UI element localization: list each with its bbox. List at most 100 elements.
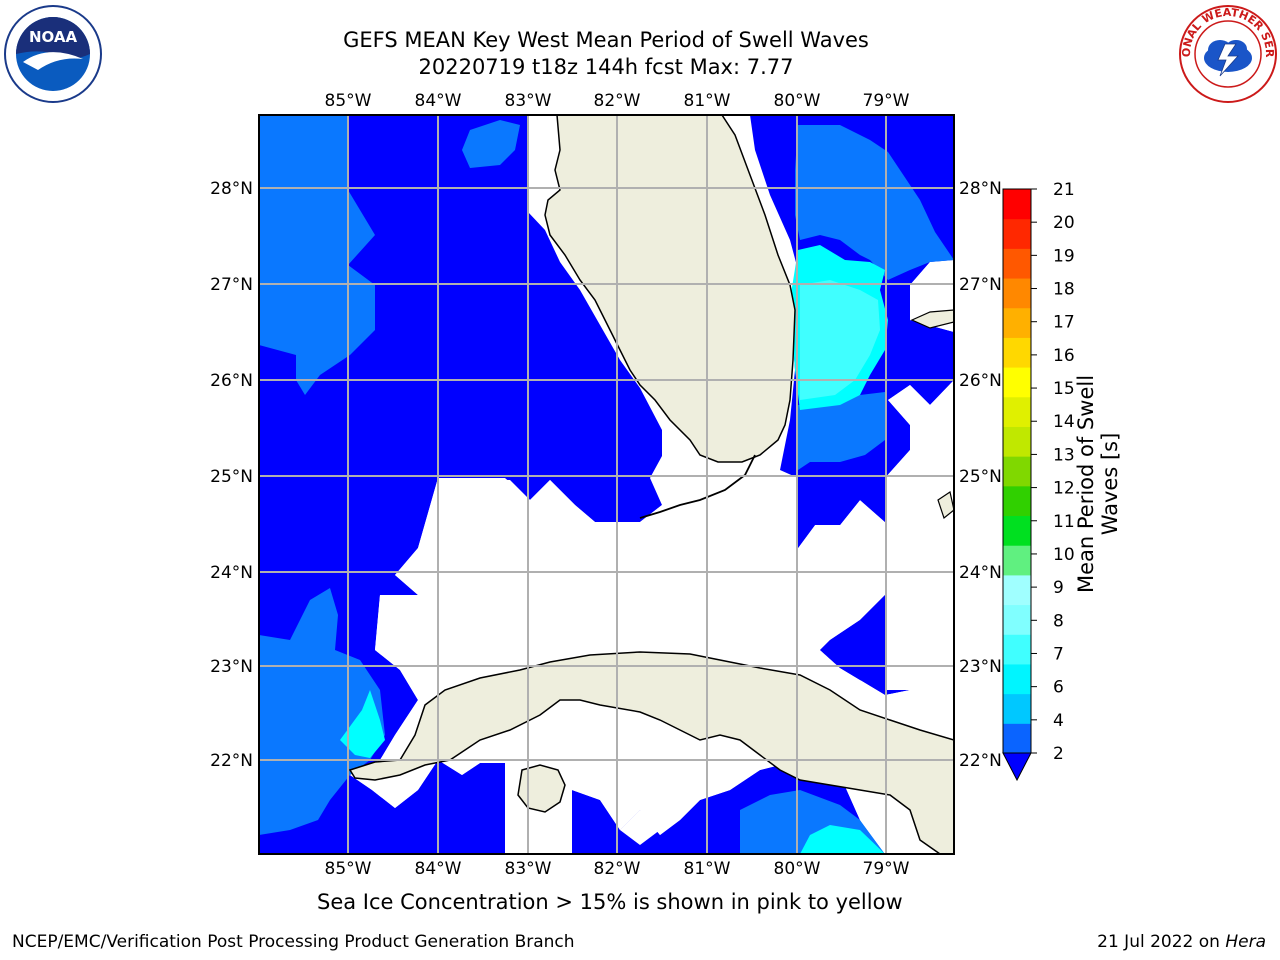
colorbar-segment (1003, 723, 1031, 754)
colorbar-tick-label: 19 (1053, 246, 1075, 266)
lon-label-top: 84°W (415, 91, 462, 111)
map-frame (258, 114, 955, 855)
colorbar-tick-label: 14 (1053, 412, 1075, 432)
nodata-region-small (620, 810, 660, 845)
colorbar-segment (1003, 604, 1031, 635)
land-isla-juventud (517, 764, 566, 813)
colorbar-tick-label: 15 (1053, 379, 1075, 399)
lat-label-left: 23°N (210, 657, 253, 677)
lon-label-top: 80°W (774, 91, 821, 111)
colorbar-tick-label: 18 (1053, 280, 1075, 300)
nws-logo: NATIONAL WEATHER SERVICE (1178, 4, 1277, 103)
lon-label-bottom: 85°W (325, 859, 372, 879)
colorbar-tick-label: 13 (1053, 445, 1075, 465)
land-bahamas (910, 309, 954, 329)
land-bahamas-2 (937, 491, 954, 520)
colorbar-tick-label: 21 (1053, 180, 1075, 200)
land-florida (544, 115, 796, 463)
colorbar-segment (1003, 634, 1031, 665)
colorbar-segment (1003, 218, 1031, 249)
lat-label-left: 28°N (210, 179, 253, 199)
map-area (259, 115, 954, 854)
colorbar-segment (1003, 663, 1031, 695)
colorbar-tick-label: 6 (1053, 678, 1064, 698)
lat-label-left: 25°N (210, 467, 253, 487)
swell-contour-mid-blue-sw (259, 588, 385, 835)
colorbar-segment (1003, 485, 1031, 517)
lon-label-bottom: 83°W (505, 859, 552, 879)
nodata-region-bahamas2 (885, 380, 954, 478)
colorbar-tick-label: 8 (1053, 611, 1064, 631)
colorbar-segment (1003, 545, 1031, 576)
land-cuba (348, 651, 954, 854)
lon-label-top: 85°W (325, 91, 372, 111)
swell-contour-deep-blue-channel (798, 478, 885, 548)
colorbar-tick-label: 9 (1053, 578, 1064, 598)
colorbar-tick-label: 20 (1053, 213, 1075, 233)
chart-subtitle: 20220719 t18z 144h fcst Max: 7.77 (418, 55, 794, 79)
lon-label-bottom: 79°W (863, 859, 910, 879)
swell-contour-mid-blue-east2 (798, 392, 885, 470)
lon-label-top: 79°W (863, 91, 910, 111)
swell-contour-cyan-sw (340, 690, 385, 758)
lat-label-left: 24°N (210, 563, 253, 583)
lon-label-top: 81°W (684, 91, 731, 111)
colorbar-tick-label: 4 (1053, 711, 1064, 731)
lon-label-top: 83°W (505, 91, 552, 111)
colorbar-segment (1003, 456, 1031, 487)
lat-label-right: 27°N (959, 275, 1002, 295)
map-gridlines (259, 115, 954, 854)
colorbar (1002, 188, 1032, 782)
colorbar-segment (1003, 396, 1031, 427)
lat-label-left: 26°N (210, 371, 253, 391)
colorbar-tick-label: 11 (1053, 512, 1075, 532)
lon-label-bottom: 82°W (594, 859, 641, 879)
swell-contour-mid-blue-nw (462, 120, 520, 168)
colorbar-segment (1003, 278, 1031, 309)
credit-date: 21 Jul 2022 on (1097, 932, 1226, 952)
colorbar-ticks: 2 4 6 7 8 9 10 11 12 13 14 15 16 17 18 19 20 21 (1031, 180, 1075, 764)
lat-label-right: 28°N (959, 179, 1002, 199)
credit-left: NCEP/EMC/Verification Post Processing Pr… (12, 932, 575, 952)
colorbar-tick-label: 16 (1053, 346, 1075, 366)
colorbar-segment (1003, 337, 1031, 368)
colorbar-tick-label: 7 (1053, 644, 1064, 664)
swell-contour-mid-blue-west (259, 115, 375, 395)
lat-label-right: 24°N (959, 563, 1002, 583)
credit-host: Hera (1225, 932, 1266, 952)
lat-label-left: 22°N (210, 751, 253, 771)
swell-contour-mid-blue-east (795, 125, 954, 280)
lon-label-top: 82°W (594, 91, 641, 111)
lat-label-right: 22°N (959, 751, 1002, 771)
lon-label-bottom: 84°W (415, 859, 462, 879)
lat-label-left: 27°N (210, 275, 253, 295)
footnote: Sea Ice Concentration > 15% is shown in … (317, 890, 903, 914)
swell-contour-light-cyan-east (800, 280, 880, 400)
colorbar-label: Mean Period of Swell Waves [s] (1074, 374, 1122, 594)
lat-label-right: 23°N (959, 657, 1002, 677)
noaa-logo: NOAA (4, 5, 102, 103)
colorbar-tick-label: 10 (1053, 545, 1075, 565)
colorbar-tick-label: 12 (1053, 479, 1075, 499)
colorbar-extend-arrow (1002, 752, 1032, 782)
colorbar-segment (1003, 515, 1031, 546)
colorbar-segment (1003, 426, 1031, 457)
colorbar-frame (1002, 188, 1032, 754)
swell-contour-cyan-se (800, 825, 885, 854)
noaa-logo-text: NOAA (29, 28, 78, 46)
lat-label-right: 25°N (959, 467, 1002, 487)
colorbar-segment (1003, 367, 1031, 398)
colorbar-segment (1003, 693, 1031, 724)
lon-label-bottom: 81°W (684, 859, 731, 879)
colorbar-segment (1003, 307, 1031, 338)
lat-label-right: 26°N (959, 371, 1002, 391)
colorbar-segment (1003, 189, 1031, 220)
colorbar-tick-label: 17 (1053, 313, 1075, 333)
colorbar-segment (1003, 248, 1031, 279)
colorbar-segment (1003, 574, 1031, 606)
colorbar-tick-label: 2 (1053, 744, 1064, 764)
credit-right: 21 Jul 2022 on Hera (1097, 932, 1266, 952)
lon-label-bottom: 80°W (774, 859, 821, 879)
chart-title: GEFS MEAN Key West Mean Period of Swell … (343, 28, 869, 52)
